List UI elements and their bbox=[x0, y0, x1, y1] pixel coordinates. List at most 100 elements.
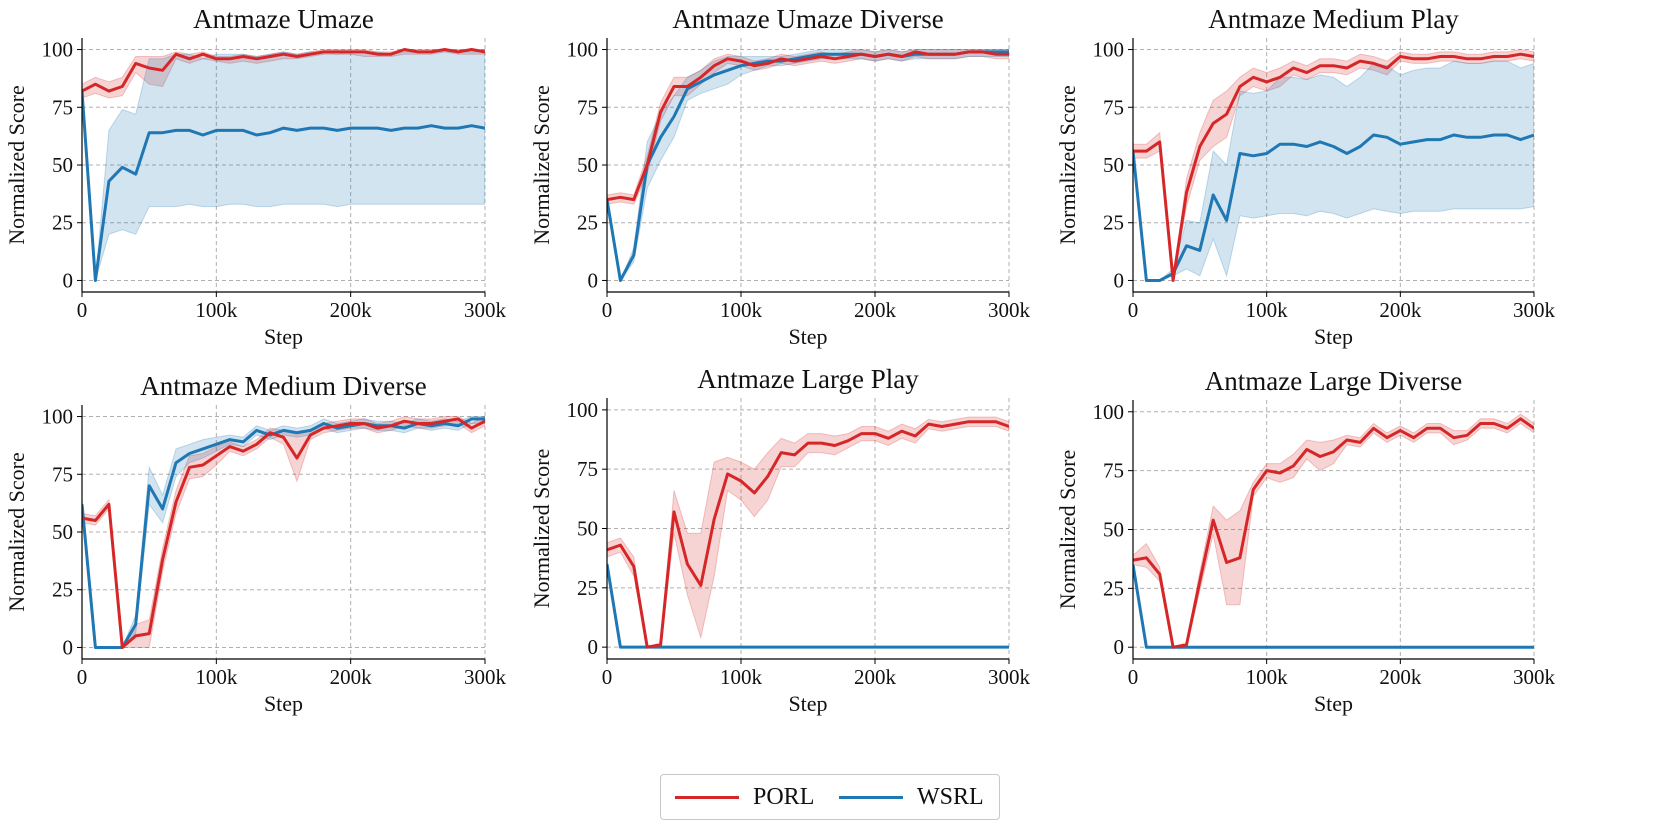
line-porl bbox=[607, 50, 1009, 202]
x-tick-label: 300k bbox=[1513, 298, 1556, 322]
y-axis-label: Normalized Score bbox=[1055, 450, 1080, 609]
x-tick-label: 0 bbox=[1128, 665, 1139, 689]
y-tick-label: 75 bbox=[1103, 95, 1124, 119]
y-tick-label: 75 bbox=[577, 457, 598, 481]
y-tick-label: 25 bbox=[577, 211, 598, 235]
chart-title: Antmaze Medium Diverse bbox=[140, 371, 426, 401]
x-tick-label: 0 bbox=[602, 298, 613, 322]
line-porl bbox=[82, 417, 485, 649]
series-group bbox=[82, 415, 485, 650]
x-axis-label: Step bbox=[1314, 324, 1353, 349]
chart-panel-4: 0 100k 200k 300k 0 25 50 75 100 Antmaze Medium Di… bbox=[4, 371, 507, 716]
x-tick-label: 200k bbox=[1379, 298, 1422, 322]
band-porl bbox=[607, 416, 1009, 648]
band-wsrl bbox=[82, 416, 485, 648]
line-porl bbox=[607, 420, 1009, 649]
y-tick-label: 50 bbox=[577, 517, 598, 541]
band-porl bbox=[82, 415, 485, 650]
x-tick-label: 300k bbox=[1513, 665, 1556, 689]
y-axis-label: Normalized Score bbox=[1055, 85, 1080, 244]
y-tick-label: 75 bbox=[52, 462, 73, 486]
chart-panel-6: 0 100k 200k 300k 0 25 50 75 100 Antmaze Large Div… bbox=[1055, 366, 1556, 716]
y-tick-label: 50 bbox=[52, 153, 73, 177]
band-porl bbox=[1133, 48, 1534, 281]
chart-panel-1: 0 100k 200k 300k 0 25 50 75 100 Antmaze Umaze Step… bbox=[4, 4, 507, 349]
x-tick-label: 300k bbox=[464, 665, 507, 689]
legend-swatch-wsrl bbox=[839, 796, 903, 799]
series-group bbox=[1133, 48, 1534, 282]
y-tick-label: 100 bbox=[42, 405, 74, 429]
x-tick-label: 200k bbox=[330, 665, 373, 689]
y-axis-label: Normalized Score bbox=[529, 449, 554, 608]
y-tick-label: 75 bbox=[52, 95, 73, 119]
y-tick-label: 0 bbox=[63, 635, 74, 659]
x-tick-label: 300k bbox=[988, 298, 1031, 322]
y-tick-label: 0 bbox=[588, 635, 599, 659]
x-tick-label: 200k bbox=[854, 665, 897, 689]
y-tick-label: 0 bbox=[1114, 268, 1125, 292]
series-group bbox=[82, 48, 485, 282]
y-tick-label: 25 bbox=[52, 211, 73, 235]
y-tick-label: 100 bbox=[567, 38, 599, 62]
line-wsrl bbox=[607, 563, 1009, 649]
x-tick-label: 200k bbox=[330, 298, 373, 322]
y-tick-label: 0 bbox=[63, 268, 74, 292]
x-tick-label: 100k bbox=[720, 298, 763, 322]
x-tick-label: 300k bbox=[988, 665, 1031, 689]
series-group bbox=[1133, 413, 1534, 649]
x-axis-label: Step bbox=[264, 691, 303, 716]
legend-label-wsrl: WSRL bbox=[917, 784, 984, 810]
chart-panel-2: 0 100k 200k 300k 0 25 50 75 100 Antmaze Umaze Div… bbox=[529, 4, 1031, 349]
x-tick-label: 100k bbox=[1246, 298, 1289, 322]
band-wsrl bbox=[607, 48, 1009, 283]
x-axis-label: Step bbox=[788, 324, 827, 349]
legend: PORL WSRL bbox=[660, 774, 1000, 820]
band-wsrl bbox=[1133, 60, 1534, 281]
line-wsrl bbox=[607, 50, 1009, 282]
x-axis-label: Step bbox=[1314, 691, 1353, 716]
line-wsrl bbox=[1133, 564, 1534, 649]
chart-title: Antmaze Large Play bbox=[697, 364, 919, 394]
x-tick-label: 0 bbox=[77, 298, 88, 322]
x-tick-label: 200k bbox=[1379, 665, 1422, 689]
y-tick-label: 50 bbox=[577, 153, 598, 177]
chart-panel-5: 0 100k 200k 300k 0 25 50 75 100 Antmaze Large Pla… bbox=[529, 364, 1031, 716]
y-tick-label: 75 bbox=[1103, 459, 1124, 483]
y-axis-label: Normalized Score bbox=[4, 85, 29, 244]
x-tick-label: 100k bbox=[195, 298, 238, 322]
x-axis-label: Step bbox=[264, 324, 303, 349]
y-axis-label: Normalized Score bbox=[4, 452, 29, 611]
x-tick-label: 100k bbox=[720, 665, 763, 689]
x-tick-label: 0 bbox=[602, 665, 613, 689]
x-tick-label: 0 bbox=[1128, 298, 1139, 322]
x-axis-label: Step bbox=[788, 691, 827, 716]
y-tick-label: 25 bbox=[52, 578, 73, 602]
band-wsrl bbox=[82, 51, 485, 281]
y-tick-label: 50 bbox=[1103, 153, 1124, 177]
x-tick-label: 300k bbox=[464, 298, 507, 322]
charts-canvas: 0 100k 200k 300k 0 25 50 75 100 Antmaze Umaze Step… bbox=[4, 4, 1556, 716]
y-tick-label: 100 bbox=[42, 38, 74, 62]
x-tick-label: 100k bbox=[195, 665, 238, 689]
y-axis-label: Normalized Score bbox=[529, 85, 554, 244]
line-porl bbox=[1133, 417, 1534, 649]
y-tick-label: 50 bbox=[52, 520, 73, 544]
y-tick-label: 75 bbox=[577, 95, 598, 119]
series-group bbox=[607, 416, 1009, 649]
y-tick-label: 0 bbox=[588, 268, 599, 292]
chart-title: Antmaze Umaze bbox=[193, 4, 374, 34]
x-tick-label: 200k bbox=[854, 298, 897, 322]
chart-title: Antmaze Large Diverse bbox=[1205, 366, 1462, 396]
x-tick-label: 0 bbox=[77, 665, 88, 689]
chart-panel-3: 0 100k 200k 300k 0 25 50 75 100 Antmaze Medium Pl… bbox=[1055, 4, 1556, 349]
line-porl bbox=[82, 48, 485, 93]
chart-title: Antmaze Medium Play bbox=[1208, 4, 1459, 34]
line-wsrl bbox=[1133, 133, 1534, 282]
y-tick-label: 50 bbox=[1103, 518, 1124, 542]
line-wsrl bbox=[82, 90, 485, 282]
y-tick-label: 25 bbox=[1103, 211, 1124, 235]
x-tick-label: 100k bbox=[1246, 665, 1289, 689]
line-porl bbox=[1133, 52, 1534, 282]
legend-label-porl: PORL bbox=[753, 784, 815, 810]
